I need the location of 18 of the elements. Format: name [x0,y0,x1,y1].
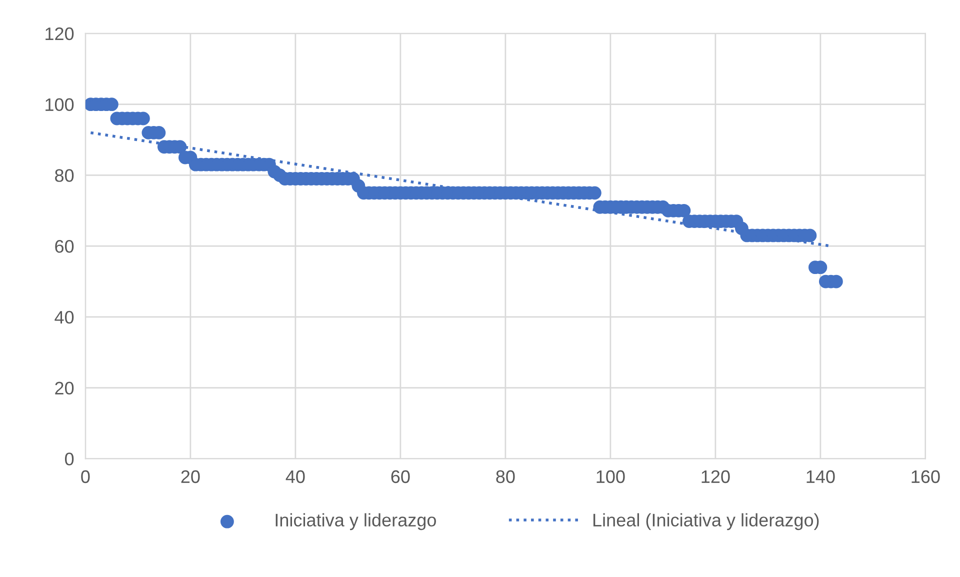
x-tick-label: 0 [81,470,90,484]
legend-label: Lineal (Iniciativa y liderazgo) [593,513,819,530]
y-tick-label: 100 [46,98,74,112]
x-tick-label: 60 [391,470,410,484]
x-tick-label: 160 [912,470,940,484]
y-tick-label: 20 [55,382,74,395]
y-tick-label: 40 [54,310,74,324]
x-tick-label: 20 [181,470,200,484]
y-tick-label: 60 [55,240,74,253]
y-tick-label: 120 [46,27,74,40]
y-tick-label: 0 [64,452,74,466]
x-tick-label: 100 [596,470,625,484]
y-tick-label: 80 [55,169,74,182]
x-tick-label: 140 [806,470,835,484]
x-tick-label: 120 [702,470,730,484]
legend-label: Iniciativa y liderazgo [276,513,436,530]
x-tick-label: 40 [286,470,305,484]
x-tick-label: 80 [496,470,515,484]
